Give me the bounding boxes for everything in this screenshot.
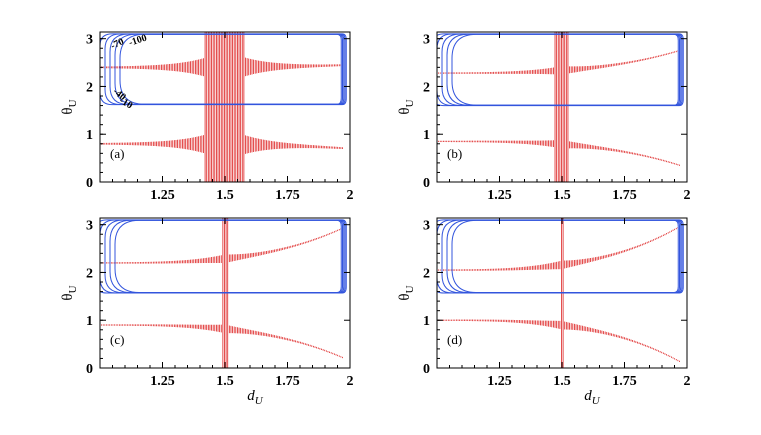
x-tick-label: 1.75	[275, 188, 300, 203]
plot-area	[100, 32, 347, 182]
y-tick-label: 3	[86, 33, 93, 48]
panel-label: (a)	[110, 146, 124, 161]
y-tick-label: 1	[423, 314, 430, 329]
axes-frame	[436, 31, 688, 183]
panel-label: (b)	[447, 146, 462, 161]
x-tick-label: 1.5	[553, 188, 571, 203]
axes-frame	[99, 31, 351, 183]
x-tick-label: 1.5	[216, 374, 234, 389]
y-tick-label: 3	[423, 33, 430, 48]
contour-line	[451, 219, 679, 294]
contour-series	[437, 219, 684, 294]
x-axis-label-sub: U	[255, 395, 264, 407]
x-tick-label: 2	[684, 188, 691, 203]
x-tick-label: 1.75	[275, 374, 300, 389]
y-tick-label: 1	[86, 314, 93, 329]
x-axis-label: dU	[584, 388, 601, 407]
contour-line	[437, 219, 684, 294]
y-tick-label: 0	[86, 176, 93, 191]
y-axis-label-main: θ	[60, 293, 76, 300]
contour-series	[100, 33, 347, 106]
x-tick-label: 1.5	[216, 188, 234, 203]
y-tick-label: 3	[86, 219, 93, 234]
x-tick-label: 2	[347, 374, 354, 389]
contour-label: -100	[128, 33, 149, 49]
y-axis-label: θU	[397, 285, 416, 300]
x-tick-label: 1.25	[150, 188, 175, 203]
scatter-series	[100, 32, 343, 182]
contour-line	[119, 33, 342, 105]
panel-b: 1.25 1.5 1.75 2 0 1 2 3 θU (b)	[397, 31, 691, 203]
contour-series	[100, 219, 347, 294]
x-tick-label: 1.25	[150, 374, 175, 389]
x-axis-label-main: d	[584, 388, 592, 404]
y-axis-label: θU	[397, 99, 416, 114]
y-axis-label-main: θ	[397, 107, 413, 114]
plot-area	[437, 32, 684, 182]
y-tick-label: 0	[423, 362, 430, 377]
y-axis-label: θU	[60, 285, 79, 300]
x-tick-label: 2	[684, 374, 691, 389]
contour-line	[437, 219, 683, 294]
x-tick-label: 1.75	[612, 374, 637, 389]
x-axis-label-sub: U	[592, 395, 601, 407]
y-axis-label-main: θ	[397, 293, 413, 300]
plot-area	[100, 218, 347, 368]
y-axis-label-sub: U	[67, 285, 79, 293]
y-axis-label-sub: U	[67, 99, 79, 107]
x-axis-label: dU	[247, 388, 264, 407]
contour-line	[437, 33, 684, 107]
y-tick-label: 2	[86, 266, 93, 281]
x-tick-label: 1.5	[553, 374, 571, 389]
y-axis-label-sub: U	[404, 99, 416, 107]
y-tick-label: 1	[86, 128, 93, 143]
contour-line	[451, 33, 679, 106]
y-axis-label: θU	[60, 99, 79, 114]
contour-line	[109, 33, 345, 105]
y-tick-label: 1	[423, 128, 430, 143]
y-tick-label: 0	[423, 176, 430, 191]
y-axis-label-main: θ	[60, 107, 76, 114]
y-axis-label-sub: U	[404, 285, 416, 293]
x-tick-label: 1.75	[612, 188, 637, 203]
contour-line	[114, 33, 343, 105]
plot-area	[437, 218, 684, 368]
y-tick-label: 2	[86, 80, 93, 95]
x-tick-label: 1.25	[487, 374, 512, 389]
y-tick-label: 0	[86, 362, 93, 377]
contour-line	[100, 219, 347, 294]
x-axis-label-main: d	[247, 388, 255, 404]
y-tick-label: 3	[423, 219, 430, 234]
contour-series	[437, 33, 684, 107]
panel-label: (d)	[447, 332, 462, 347]
x-tick-label: 1.25	[487, 188, 512, 203]
y-tick-label: 2	[423, 266, 430, 281]
y-tick-label: 2	[423, 80, 430, 95]
scatter-series	[437, 32, 680, 182]
contour-line	[114, 219, 342, 294]
x-tick-label: 2	[347, 188, 354, 203]
panel-label: (c)	[110, 332, 124, 347]
contour-label: -70	[109, 36, 126, 52]
